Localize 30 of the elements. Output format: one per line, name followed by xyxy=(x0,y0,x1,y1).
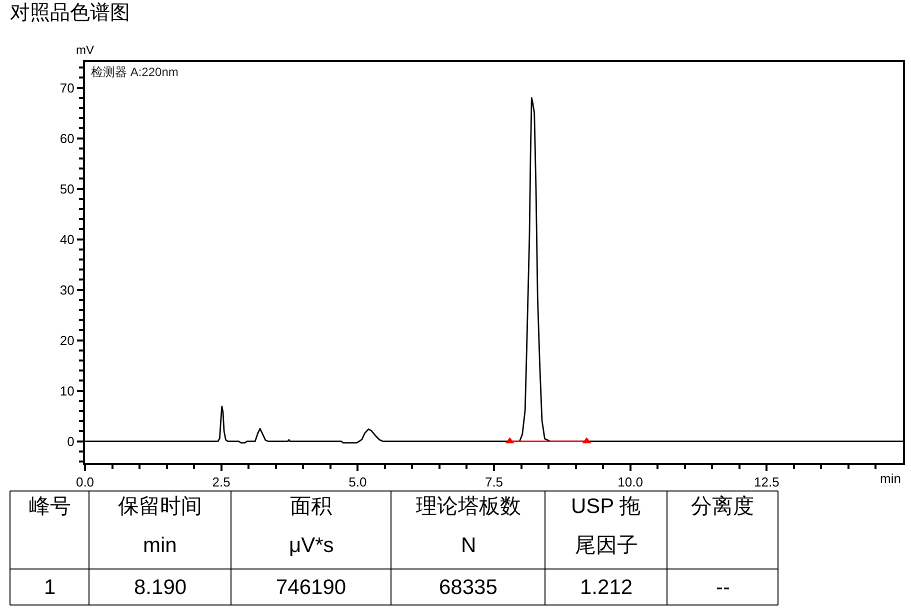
x-tick-label: 10.0 xyxy=(618,474,643,490)
category-label: USP 拖尾因子 xyxy=(571,495,641,557)
annotation: 检测器 A:220nm xyxy=(91,65,178,79)
text: 746190 xyxy=(276,576,346,599)
category-label: 理论塔板数 N xyxy=(416,495,521,557)
y-tick-label: 10 xyxy=(60,383,74,398)
y-tick-label: 40 xyxy=(60,232,74,247)
category-label: 面积 μV*s xyxy=(289,495,334,557)
text: -- xyxy=(716,576,730,599)
y-tick-label: 70 xyxy=(60,80,74,96)
x-tick-label: 12.5 xyxy=(754,474,780,490)
y-tick-label: 20 xyxy=(60,332,74,348)
y-tick-label: 60 xyxy=(60,130,74,146)
x-tick-label: 5.0 xyxy=(348,474,367,490)
x-tick-label: 0.0 xyxy=(76,474,94,490)
y-tick-label: 0 xyxy=(67,434,74,449)
y-tick-label: 30 xyxy=(60,282,74,298)
text: 8.190 xyxy=(134,576,187,599)
x-axis-title: min xyxy=(880,471,901,486)
category-label: 保留时间 min xyxy=(118,495,202,557)
x-tick-label: 2.5 xyxy=(212,474,230,490)
text: 68335 xyxy=(439,576,498,599)
x-tick-label: 7.5 xyxy=(484,474,504,490)
y-tick-label: 50 xyxy=(60,181,74,196)
y-axis-title: mV xyxy=(76,43,94,57)
category-label: 峰号 xyxy=(29,495,71,518)
text: 1.212 xyxy=(580,576,633,599)
chart-title: 对照品色谱图 xyxy=(10,2,130,24)
text: 1 xyxy=(44,576,56,599)
category-label: 分离度 xyxy=(691,495,754,518)
